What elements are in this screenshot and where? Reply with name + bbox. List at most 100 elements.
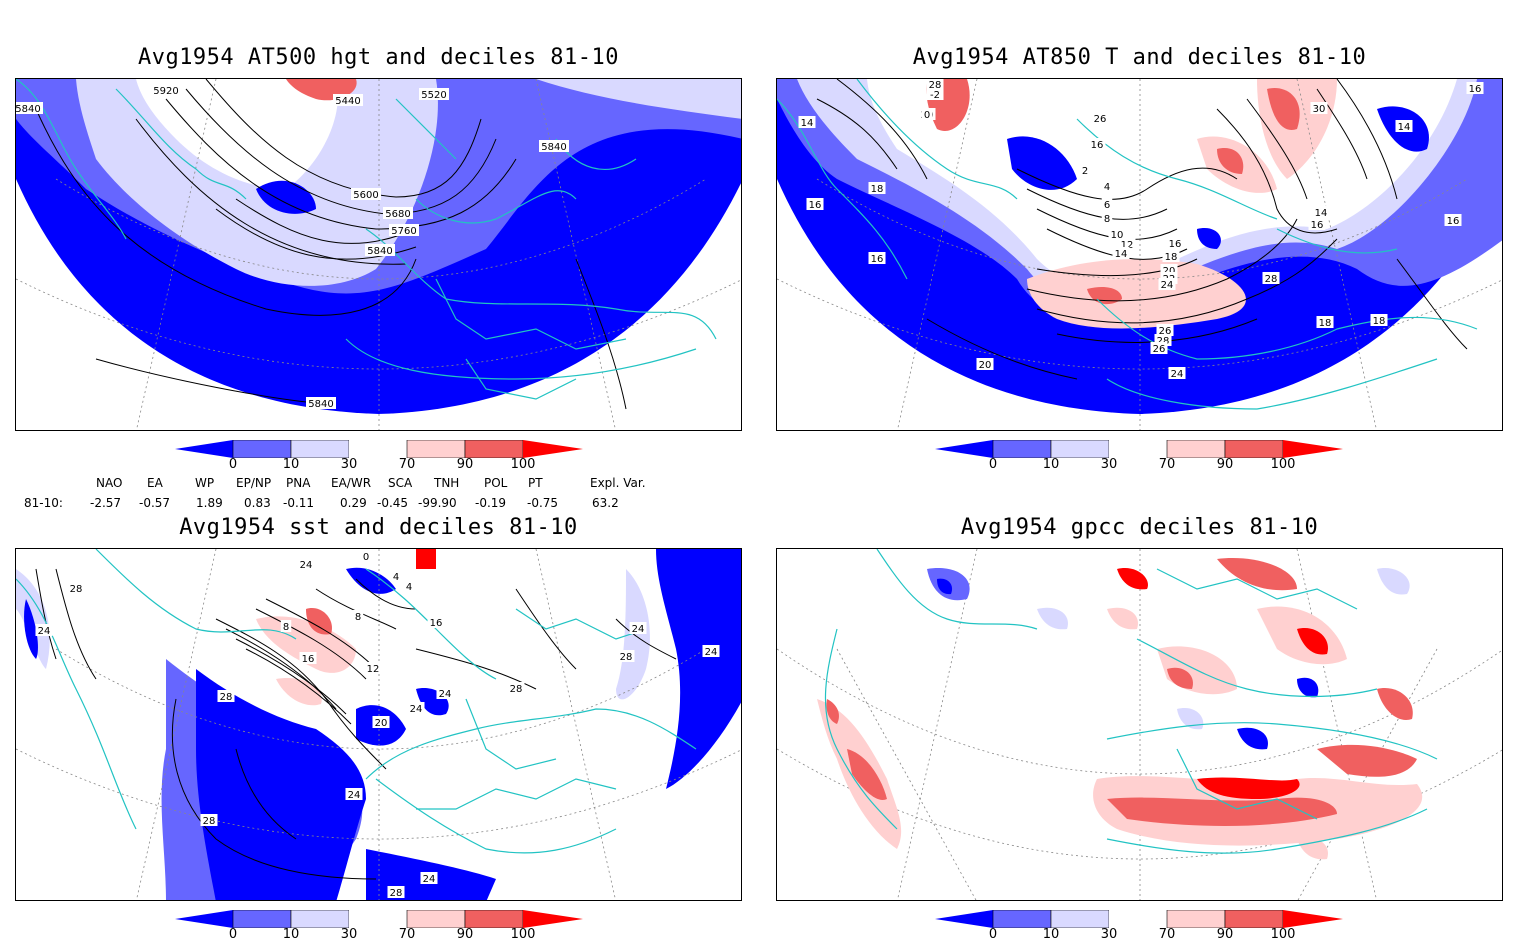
contour-label: 30 xyxy=(1313,104,1326,115)
contour-label: 18 xyxy=(1165,252,1178,263)
contour-label: 5840 xyxy=(16,104,41,115)
contour-label-bg xyxy=(365,244,395,256)
colorbar-tick-70: 70 xyxy=(398,457,416,472)
contour-label: 20 xyxy=(375,718,388,729)
contour-label: 16 xyxy=(1447,216,1460,227)
contour-label-bg xyxy=(299,652,317,664)
contour-label-bg xyxy=(507,682,525,694)
contour-label: 5680 xyxy=(385,209,410,220)
contour-label: 24 xyxy=(705,647,718,658)
colorbar-panel1: 0 10 30 70 90 100 xyxy=(175,439,595,480)
contour-label-bg xyxy=(372,716,390,728)
teleconnection-table: NAO EA WP EP/NP PNA EA/WR SCA TNH POL PT… xyxy=(0,474,760,514)
tele-value-eawr: 0.29 xyxy=(340,496,367,510)
contour-label: -2 xyxy=(930,90,940,101)
contour-label: 14 xyxy=(1315,208,1328,219)
colorbar-swatches xyxy=(935,439,1343,459)
contour-label-bg xyxy=(926,79,944,90)
tele-header-pol: POL xyxy=(484,476,508,490)
contour-label: 5760 xyxy=(391,226,416,237)
contour-label: 26 xyxy=(1094,114,1107,125)
contour-label-bg xyxy=(364,662,382,674)
contour-label: 18 xyxy=(1373,316,1386,327)
contour-label-bg xyxy=(1162,250,1180,262)
tele-header-sca: SCA xyxy=(388,476,413,490)
contour-label: 20 xyxy=(979,360,992,371)
panel1-map: 5920 5440 5520 5840 5600 5680 5760 5840 5840 5840 xyxy=(15,78,742,431)
contour-label: 16 xyxy=(1091,140,1104,151)
contour-label: 26 xyxy=(1153,344,1166,355)
colorbar-tick-30: 30 xyxy=(1100,927,1118,942)
contour-label-bg xyxy=(629,622,647,634)
contour-label: 0 xyxy=(924,110,930,121)
tele-value-pol: -0.19 xyxy=(475,496,507,510)
contour-label: 18 xyxy=(1319,318,1332,329)
panel4-map-svg xyxy=(777,549,1502,900)
tele-row-label: 81-10: xyxy=(24,496,63,510)
colorbar-swatches xyxy=(175,439,583,459)
contour-label: 4 xyxy=(406,582,412,593)
contour-label-bg xyxy=(1101,180,1113,192)
tele-value-explvar: 63.2 xyxy=(592,496,619,510)
contour-label: 8 xyxy=(355,612,361,623)
contour-label: 24 xyxy=(632,624,645,635)
contour-label-bg xyxy=(1444,214,1462,226)
contour-label-bg xyxy=(217,690,235,702)
contour-label: 5840 xyxy=(541,142,566,153)
contour-label: 28 xyxy=(510,684,523,695)
contour-label: 10 xyxy=(1111,230,1124,241)
contour-label: 28 xyxy=(929,80,942,91)
contour-label-bg xyxy=(1168,367,1186,379)
panel4-map xyxy=(776,548,1503,901)
contour-label-bg xyxy=(539,140,569,152)
contour-label-bg xyxy=(868,182,886,194)
contour-label: 12 xyxy=(1121,240,1134,251)
contour-label-bg xyxy=(1156,324,1174,336)
colorbar-tick-10: 10 xyxy=(1042,457,1060,472)
tele-value-pt: -0.75 xyxy=(527,496,559,510)
contour-label: 16 xyxy=(302,654,315,665)
contour-label: 5920 xyxy=(153,86,178,97)
colorbar-tick-100: 100 xyxy=(1270,927,1296,942)
tele-header-pna: PNA xyxy=(286,476,311,490)
tele-header-epnp: EP/NP xyxy=(236,476,272,490)
colorbar-tick-100: 100 xyxy=(1270,457,1296,472)
contour-label-bg xyxy=(407,702,425,714)
tele-value-sca: -0.45 xyxy=(377,496,409,510)
contour-label: 16 xyxy=(809,200,822,211)
colorbar-tick-100: 100 xyxy=(510,457,536,472)
contour-label: 0 xyxy=(363,552,369,563)
contour-label-bg xyxy=(1316,316,1334,328)
panel2-title: Avg1954 AT850 T and deciles 81-10 xyxy=(912,45,1367,70)
contour-label-bg xyxy=(1150,342,1168,354)
contour-label-bg xyxy=(1308,218,1326,230)
colorbar-panel3: 0 10 30 70 90 100 xyxy=(175,909,595,950)
contour-label-bg xyxy=(798,116,816,128)
panel1-title: Avg1954 AT500 hgt and deciles 81-10 xyxy=(137,45,620,70)
contour-label-bg xyxy=(16,102,43,114)
contour-label: 28 xyxy=(1157,336,1170,347)
panel3-map-svg: 2824282828240448812162024242428242824241… xyxy=(16,549,741,900)
contour-label: 28 xyxy=(203,816,216,827)
colorbar-swatches xyxy=(935,909,1343,929)
contour-label-bg xyxy=(1395,120,1413,132)
contour-label: 24 xyxy=(38,626,51,637)
contour-label: 16 xyxy=(1311,220,1324,231)
contour-label-bg xyxy=(389,224,419,236)
contour-label-bg xyxy=(297,558,315,570)
contour-label-bg xyxy=(868,252,886,264)
colorbar-tick-0: 0 xyxy=(228,457,238,472)
contour-label-bg xyxy=(333,94,363,106)
colorbar-tick-90: 90 xyxy=(1216,927,1234,942)
contour-label-bg xyxy=(280,620,292,632)
contour-label: 14 xyxy=(801,118,814,129)
contour-label: 16 xyxy=(1469,84,1482,95)
tele-header-tnh: TNH xyxy=(434,476,460,490)
contour-label-bg xyxy=(360,550,372,562)
colorbar-tick-70: 70 xyxy=(1158,927,1176,942)
contour-label: 28 xyxy=(620,652,633,663)
contour-label-bg xyxy=(151,84,181,96)
contour-label-bg xyxy=(351,188,381,200)
contour-label-bg xyxy=(926,88,944,100)
contour-label: 28 xyxy=(70,584,83,595)
